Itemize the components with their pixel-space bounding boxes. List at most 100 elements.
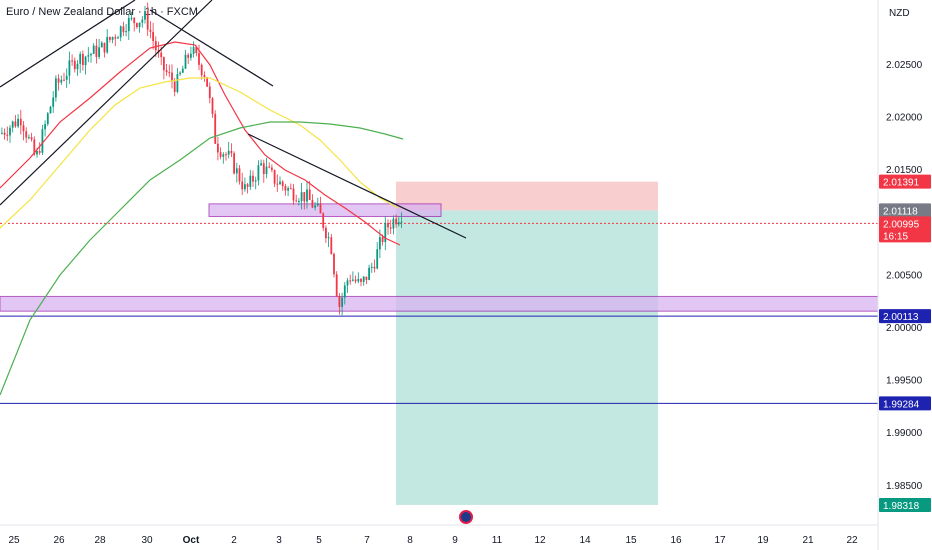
candle-body	[98, 47, 100, 57]
candle-body	[65, 75, 68, 80]
candle-body	[100, 42, 103, 48]
candle-body	[71, 60, 73, 62]
price-badge-take-profit	[879, 497, 931, 512]
x-tick-label: 25	[8, 535, 20, 546]
candle-body	[38, 151, 41, 153]
x-tick-label: 30	[141, 535, 153, 546]
x-tick-label: 5	[316, 535, 322, 546]
price-badge-label: 2.01118	[883, 206, 918, 217]
candle-body	[30, 137, 33, 140]
candle-body	[235, 168, 238, 174]
x-tick-label: 12	[534, 535, 546, 546]
candle-body	[214, 113, 217, 144]
price-badge-stop-loss	[879, 174, 931, 189]
candle-body	[303, 192, 306, 202]
candle-body	[92, 45, 95, 54]
candle-body	[397, 222, 400, 225]
x-tick-label: 3	[276, 535, 282, 546]
candle-body	[195, 47, 198, 54]
x-tick-label: 21	[802, 535, 814, 546]
y-tick-label: 2.00500	[886, 270, 923, 281]
candle-body	[25, 131, 28, 138]
candle-body	[73, 60, 76, 70]
candle-body	[60, 79, 63, 83]
candle-body	[176, 74, 179, 92]
candle-body	[316, 203, 319, 206]
candle-body	[117, 37, 119, 39]
candle-body	[103, 42, 106, 53]
candle-body	[322, 213, 325, 228]
candle-body	[41, 129, 44, 153]
candle-body	[368, 267, 370, 280]
candle-body	[82, 53, 84, 66]
candle-body	[163, 57, 165, 71]
candle-body	[352, 279, 354, 281]
x-tick-label: 7	[364, 535, 370, 546]
y-tick-label: 2.00000	[886, 323, 923, 334]
candle-body	[149, 29, 152, 32]
candle-body	[379, 237, 381, 250]
x-tick-label: 2	[231, 535, 237, 546]
channel-upper-line	[0, 0, 136, 88]
candle-body	[249, 175, 252, 187]
candle-body	[52, 97, 55, 107]
candle-body	[28, 137, 30, 139]
candle-body	[187, 54, 190, 58]
candle-body	[233, 153, 235, 174]
candle-body	[152, 31, 154, 42]
candle-body	[314, 205, 316, 208]
resistance-zone	[208, 203, 442, 217]
candle-body	[44, 124, 46, 130]
candle-body	[49, 106, 52, 114]
candle-body	[289, 188, 292, 190]
candle-body	[36, 151, 38, 155]
candle-body	[165, 70, 168, 73]
candle-body	[3, 132, 6, 135]
candle-body	[184, 54, 187, 69]
price-badge-level-2	[879, 396, 931, 411]
price-badge-support-level	[879, 309, 931, 324]
candle-body	[254, 180, 257, 182]
y-tick-label: 2.02000	[886, 113, 923, 124]
candle-body	[130, 17, 133, 19]
y-tick-label: 2.01500	[886, 165, 923, 176]
support-zone	[0, 295, 879, 312]
candle-body	[327, 237, 330, 239]
candle-body	[346, 280, 349, 286]
candle-body	[211, 98, 214, 114]
candle-body	[114, 37, 117, 39]
ma-fast-line	[0, 41, 401, 246]
tradingview-logo-icon[interactable]	[459, 510, 473, 524]
ma-slow-line	[0, 121, 404, 396]
candle-body	[357, 278, 360, 282]
candle-body	[343, 285, 346, 298]
candle-body	[262, 163, 265, 175]
candle-body	[192, 47, 195, 54]
candle-body	[230, 150, 233, 154]
candle-body	[341, 297, 343, 307]
candle-body	[17, 118, 19, 127]
candle-body	[173, 81, 176, 92]
candle-countdown-label: 16:15	[883, 231, 908, 242]
x-tick-label: 16	[670, 535, 682, 546]
candle-body	[181, 68, 184, 73]
candle-body	[119, 26, 122, 38]
candle-body	[271, 167, 273, 170]
candle-body	[1, 132, 3, 134]
candle-body	[319, 203, 322, 214]
x-tick-label: 22	[846, 535, 858, 546]
price-badge-label: 2.00113	[883, 312, 919, 323]
candle-body	[287, 188, 289, 191]
candle-body	[111, 37, 114, 40]
candle-body	[11, 121, 14, 128]
candle-body	[127, 18, 130, 32]
candle-body	[160, 52, 163, 58]
price-badge-label: 1.99284	[883, 399, 920, 410]
candle-body	[349, 280, 352, 282]
candle-body	[63, 79, 65, 81]
descending-trend-line	[247, 133, 467, 239]
candle-body	[244, 184, 246, 190]
channel-lower-line	[0, 0, 213, 206]
candle-body	[387, 222, 389, 228]
